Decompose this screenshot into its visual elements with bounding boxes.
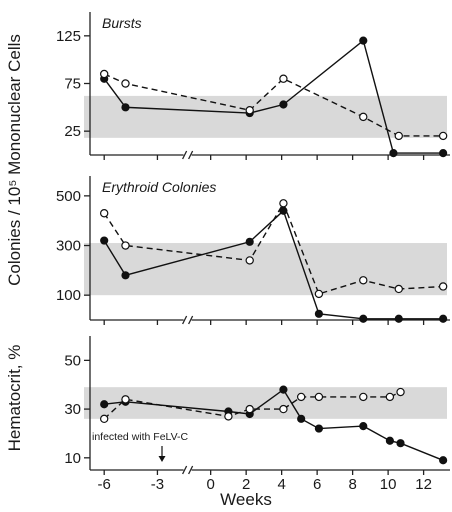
normal-range-band — [84, 95, 447, 138]
data-point — [389, 148, 398, 158]
data-point — [439, 314, 448, 323]
data-point — [314, 392, 324, 402]
axis-break-mark — [188, 150, 194, 160]
panel-title: Bursts — [102, 15, 142, 31]
data-point — [359, 36, 368, 45]
data-point — [359, 422, 368, 431]
series-line — [103, 201, 444, 295]
data-point — [245, 256, 254, 265]
x-tick-label: -3 — [151, 476, 164, 493]
x-tick-label: 8 — [348, 476, 356, 493]
data-point — [121, 103, 130, 112]
data-point — [121, 79, 130, 88]
series-filled-solid — [100, 36, 448, 158]
y-tick-label: 75 — [64, 76, 81, 93]
series-filled-solid — [100, 206, 448, 323]
x-axis-label: Weeks — [220, 490, 272, 509]
data-point — [314, 424, 324, 433]
data-point — [279, 199, 288, 208]
y-tick-label: 10 — [64, 450, 81, 467]
series-open-dashed — [99, 387, 405, 424]
infection-annotation: infected with FeLV-C — [92, 431, 189, 443]
data-point — [121, 241, 130, 250]
data-point — [297, 414, 306, 423]
data-point — [394, 131, 403, 141]
data-point — [121, 271, 130, 280]
data-point — [100, 236, 109, 245]
axis-break-mark — [182, 150, 188, 160]
axis-break-mark — [182, 465, 188, 475]
data-point — [359, 276, 368, 285]
data-point — [438, 131, 448, 141]
axis-break-gap — [183, 466, 192, 474]
data-point — [99, 414, 109, 424]
data-point — [314, 309, 324, 318]
x-tick-label: 12 — [415, 476, 432, 493]
data-point — [245, 237, 254, 246]
x-tick-label: 10 — [380, 476, 397, 493]
axis-break-mark — [182, 315, 188, 325]
series-open-dashed — [99, 69, 448, 141]
series-open-dashed — [99, 199, 448, 299]
y-tick-label: 125 — [56, 28, 81, 45]
data-point — [279, 404, 288, 414]
series-line — [103, 209, 444, 320]
axis-break-gap — [183, 151, 192, 159]
hematocrit-y-axis-label: Hematocrit, % — [5, 345, 24, 452]
x-tick-label: 2 — [242, 476, 250, 493]
panel-erythroid: 100 300 500 Erythroid Colonies — [56, 176, 450, 325]
infection-arrow — [158, 446, 166, 462]
data-point — [394, 284, 403, 294]
data-point — [439, 148, 448, 158]
data-point — [438, 282, 448, 291]
y-tick-label: 30 — [64, 401, 81, 418]
data-point — [385, 436, 394, 445]
data-point — [245, 404, 254, 414]
x-tick-label: 0 — [206, 476, 214, 493]
axis-break-gap — [183, 316, 192, 324]
data-point — [296, 392, 306, 402]
axis-break-mark — [188, 315, 194, 325]
data-point — [100, 400, 109, 409]
data-point — [396, 387, 405, 397]
y-tick-label: 500 — [56, 188, 81, 205]
data-point — [245, 105, 254, 115]
x-tick-label: -6 — [98, 476, 111, 493]
data-point — [279, 74, 288, 83]
data-point — [359, 314, 368, 323]
panel-hematocrit: 10 30 50 — [64, 336, 450, 475]
data-point — [394, 314, 403, 323]
panel-title: Erythroid Colonies — [102, 179, 216, 195]
axis-break-mark — [188, 465, 194, 475]
data-point — [314, 289, 324, 299]
y-tick-label: 25 — [64, 123, 81, 140]
data-point — [279, 100, 288, 109]
shared-y-axis-label: Colonies / 10⁵ Mononuclear Cells — [5, 34, 24, 286]
data-point — [224, 412, 233, 421]
x-tick-label: 4 — [277, 476, 285, 493]
data-point — [121, 395, 130, 404]
data-point — [279, 385, 288, 394]
data-point — [359, 392, 368, 402]
y-tick-label: 300 — [56, 238, 81, 255]
x-tick-label: 6 — [313, 476, 321, 493]
data-point — [99, 69, 109, 79]
data-point — [439, 456, 448, 465]
normal-range-band — [84, 243, 447, 296]
y-tick-label: 50 — [64, 352, 81, 369]
data-point — [99, 209, 109, 218]
chart-panels: 25 75 125 Bursts 100 300 500 Erythroid Colonies… — [56, 12, 450, 475]
data-point — [359, 112, 368, 122]
data-point — [396, 439, 405, 448]
x-axis: -6 -3 0 2 4 6 8 10 12 — [98, 476, 432, 493]
data-point — [385, 392, 395, 402]
y-tick-label: 100 — [56, 287, 81, 304]
series-line — [103, 391, 401, 420]
panel-bursts: 25 75 125 Bursts — [56, 12, 450, 160]
